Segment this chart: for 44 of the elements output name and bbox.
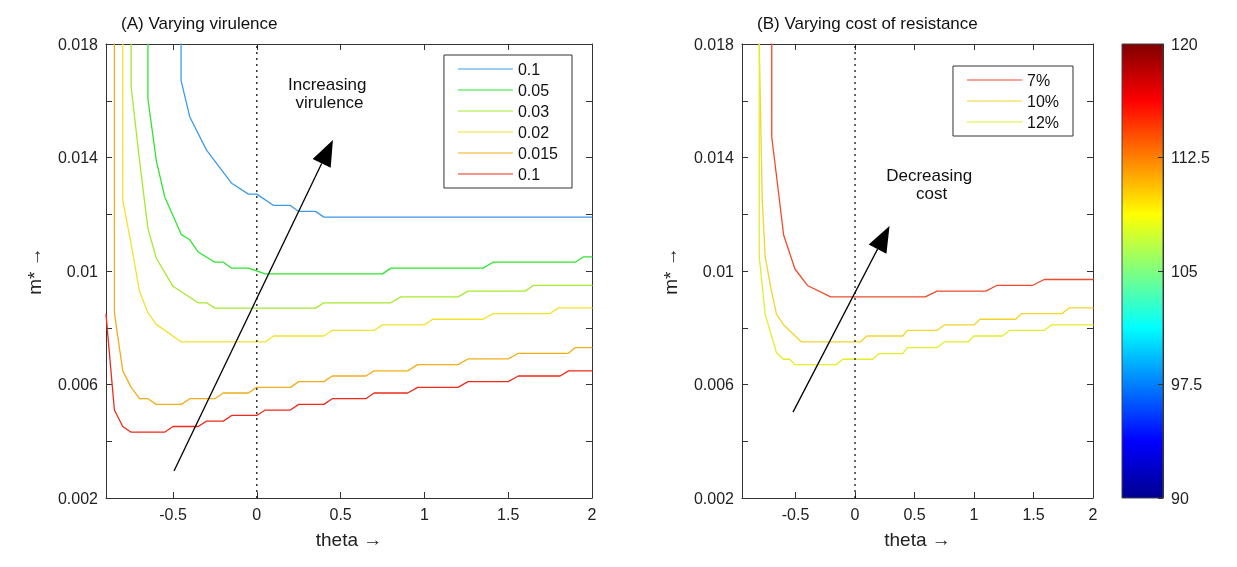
color-bar-label: 112.5 bbox=[1171, 149, 1210, 166]
legend-label: 0.015 bbox=[517, 144, 559, 162]
legend-label: 7% bbox=[1026, 71, 1051, 89]
x-tick-label: 2 bbox=[587, 505, 597, 523]
legend-label: 0.02 bbox=[517, 123, 550, 141]
color-bar-label: 90 bbox=[1171, 489, 1189, 507]
legend-label: 0.05 bbox=[517, 81, 550, 99]
color-bar-label: 105 bbox=[1171, 262, 1198, 280]
x-tick-label: -0.5 bbox=[159, 505, 187, 523]
x-tick-label: 1.5 bbox=[497, 505, 520, 523]
x-tick-label: 1 bbox=[969, 505, 979, 523]
color-bar-label: 120 bbox=[1171, 35, 1198, 53]
legend-label: 10% bbox=[1026, 92, 1060, 110]
y-tick-label: 0.01 bbox=[702, 262, 735, 280]
y-tick-label: 0.018 bbox=[57, 35, 99, 53]
y-tick-label: 0.014 bbox=[693, 149, 735, 166]
legend-label: 0.1 bbox=[517, 165, 541, 183]
color-bar-label: 97.5 bbox=[1171, 376, 1203, 393]
y-axis-title: m* → bbox=[660, 247, 681, 295]
y-tick-label: 0.002 bbox=[57, 489, 99, 507]
x-tick-label: 1.5 bbox=[1022, 505, 1045, 523]
x-tick-label: 0 bbox=[850, 505, 860, 523]
x-axis-title: theta → bbox=[884, 529, 951, 550]
x-tick-label: 2 bbox=[1088, 505, 1098, 523]
annotation: Increasing virulence bbox=[287, 75, 372, 113]
legend-label: 0.03 bbox=[517, 102, 550, 120]
y-tick-label: 0.014 bbox=[57, 149, 99, 166]
y-tick-label: 0.006 bbox=[57, 376, 99, 393]
x-axis-title: theta → bbox=[315, 529, 383, 550]
chart-title: (A) Varying virulence bbox=[121, 14, 278, 33]
x-tick-label: 1 bbox=[419, 505, 429, 523]
legend-label: 12% bbox=[1026, 113, 1060, 131]
x-tick-label: 0.5 bbox=[329, 505, 352, 523]
y-tick-label: 0.018 bbox=[693, 35, 735, 53]
y-tick-label: 0.01 bbox=[66, 262, 99, 280]
legend-label: 0.1 bbox=[517, 60, 541, 78]
x-tick-label: 0.5 bbox=[903, 505, 926, 523]
x-tick-label: -0.5 bbox=[781, 505, 810, 523]
y-tick-label: 0.002 bbox=[693, 489, 735, 507]
x-tick-label: 0 bbox=[252, 505, 262, 523]
y-axis-title: m* → bbox=[24, 247, 45, 295]
y-tick-label: 0.006 bbox=[693, 376, 735, 393]
chart-title: (B) Varying cost of resistance bbox=[757, 14, 978, 33]
annotation: Decreasing cost bbox=[886, 166, 977, 204]
